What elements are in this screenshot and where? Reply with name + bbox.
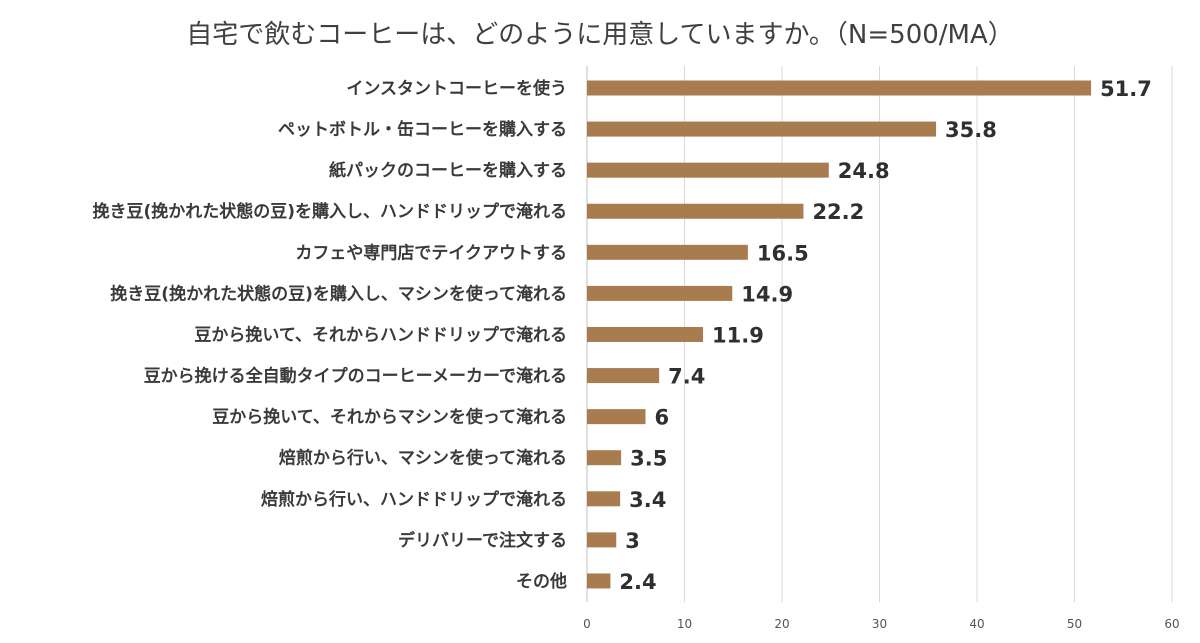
category-label: インスタントコーヒーを使う [346, 78, 567, 99]
data-label: 11.9 [712, 323, 764, 347]
data-label: 3 [625, 529, 640, 553]
bar [587, 573, 611, 589]
x-tick-label: 50 [1067, 617, 1082, 631]
category-label: 紙パックのコーヒーを購入する [329, 160, 567, 181]
category-label: 豆から挽いて、それからマシンを使って淹れる [212, 407, 567, 428]
bar [587, 450, 622, 466]
category-label: 焙煎から行い、ハンドドリップで淹れる [261, 489, 567, 510]
data-label: 24.8 [838, 159, 890, 183]
x-tick-label: 10 [677, 617, 692, 631]
bar [587, 491, 621, 507]
bar [587, 80, 1092, 96]
data-label: 51.7 [1100, 77, 1152, 101]
category-label: 焙煎から行い、マシンを使って淹れる [279, 448, 567, 469]
chart-title: 自宅で飲むコーヒーは、どのように用意していますか。（N=500/MA） [186, 20, 1014, 50]
category-label: 豆から挽いて、それからハンドドリップで淹れる [194, 324, 567, 345]
bar [587, 244, 748, 260]
category-label: ペットボトル・缶コーヒーを購入する [278, 119, 567, 140]
x-tick-label: 30 [872, 617, 887, 631]
bar [587, 121, 937, 137]
bar [587, 285, 733, 301]
category-label: 挽き豆(挽かれた状態の豆)を購入し、ハンドドリップで淹れる [92, 201, 567, 222]
bar [587, 532, 617, 548]
bars [587, 80, 1092, 589]
labels: 0 10 20 30 40 50 60 インスタントコーヒーを使う 51.7 ペットボトル・缶コー… [92, 77, 1179, 631]
category-label: 豆から挽ける全自動タイプのコーヒーメーカーで淹れる [144, 366, 567, 387]
data-label: 3.4 [629, 488, 666, 512]
x-tick-label: 20 [774, 617, 789, 631]
data-label: 22.2 [812, 200, 864, 224]
data-label: 35.8 [945, 118, 997, 142]
data-label: 14.9 [741, 282, 793, 306]
x-tick-label: 60 [1164, 617, 1179, 631]
bar [587, 162, 829, 178]
category-label: カフェや専門店でテイクアウトする [295, 242, 567, 263]
x-tick-label: 0 [583, 617, 591, 631]
category-label: その他 [516, 571, 567, 592]
data-label: 7.4 [668, 365, 705, 389]
bar [587, 368, 660, 384]
data-label: 16.5 [757, 241, 809, 265]
bar [587, 203, 804, 219]
category-label: 挽き豆(挽かれた状態の豆)を購入し、マシンを使って淹れる [110, 283, 567, 304]
bar [587, 326, 704, 342]
x-tick-label: 40 [969, 617, 984, 631]
data-label: 3.5 [630, 447, 667, 471]
data-label: 2.4 [619, 570, 656, 594]
data-label: 6 [655, 406, 670, 430]
category-label: デリバリーで注文する [398, 530, 567, 551]
bar [587, 409, 646, 425]
